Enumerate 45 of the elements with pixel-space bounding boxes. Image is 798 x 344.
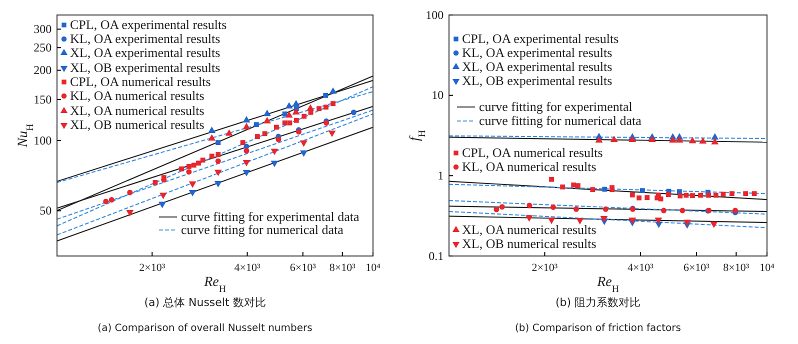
legend-label: XL, OB numerical results [70, 117, 204, 132]
x-tick-label: 8×10³ [723, 262, 750, 274]
y-tick-label: 300 [34, 22, 52, 36]
legend-label: CPL, OA numerical results [70, 74, 211, 89]
y-tick-label: 1 [438, 168, 444, 183]
legend-label: KL, OA experimental results [70, 31, 220, 46]
x-axis-title: Re$_{H}$ [203, 275, 226, 294]
legend-label: XL, OB numerical results [462, 236, 596, 251]
legend-label: KL, OA numerical results [70, 88, 204, 103]
text: (b) Comparison of friction factors [515, 323, 681, 334]
x-tick-label: 8×10³ [329, 262, 356, 274]
legend-label: XL, OA experimental results [462, 59, 612, 74]
text: (a) Comparison of overall Nusselt numbers [98, 323, 312, 334]
y-tick-label: 250 [34, 40, 52, 54]
x-tick-label: 10⁴ [366, 262, 381, 274]
y-tick-label: 50 [40, 204, 52, 218]
legend-label: CPL, OA numerical results [462, 145, 603, 160]
legend-label: curve fitting for numerical data [479, 113, 642, 128]
legend-label: XL, OB experimental results [70, 60, 220, 75]
legend-label: XL, OA experimental results [70, 45, 220, 60]
x-tick-label: 2×10³ [139, 262, 166, 274]
x-tick-label: 2×10³ [532, 262, 558, 274]
legend-label: curve fitting for experimental data [181, 209, 360, 224]
x-tick-label: 4×10³ [234, 262, 261, 274]
y-tick-label: 10 [432, 88, 444, 102]
legend-label: KL, OA experimental results [462, 45, 612, 60]
y-tick-label: 150 [34, 92, 52, 106]
legend-label: XL, OA numerical results [70, 103, 204, 118]
legend-label: XL, OA numerical results [462, 222, 596, 237]
legend-label: XL, OB experimental results [462, 73, 612, 88]
x-axis-title: Re$_{H}$ [596, 275, 619, 294]
legend-label: KL, OA numerical results [462, 159, 596, 174]
x-tick-label: 4×10³ [627, 262, 654, 274]
y-tick-label: 200 [34, 63, 52, 78]
y-tick-label: 100 [426, 8, 444, 22]
text: (a) 总体 Nusselt 数对比 [144, 296, 266, 309]
y-tick-label: 100 [34, 133, 52, 148]
x-tick-label: 6×10³ [290, 262, 317, 274]
y-tick-label: 0.1 [428, 248, 444, 263]
legend-label: CPL, OA experimental results [70, 17, 227, 32]
legend-label: curve fitting for experimental [479, 99, 633, 114]
legend-label: CPL, OA experimental results [462, 31, 619, 46]
x-tick-label: 10⁴ [760, 262, 775, 274]
text: (b) 阻力系数对比 [555, 296, 641, 309]
x-tick-label: 6×10³ [683, 262, 710, 274]
